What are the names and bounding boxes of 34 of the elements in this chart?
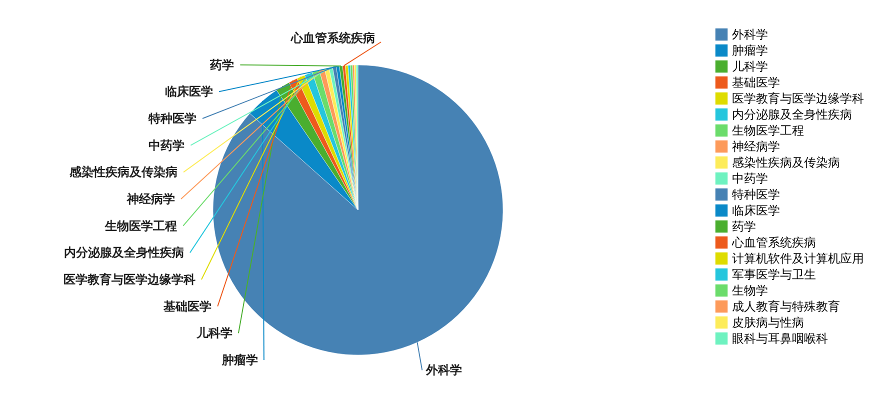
legend-label: 药学 xyxy=(732,220,756,234)
legend-label: 感染性疾病及传染病 xyxy=(732,156,840,170)
text: 心血管系统疾病 xyxy=(290,31,375,45)
legend-label: 基础医学 xyxy=(732,76,780,90)
text: 基础医学 xyxy=(162,299,212,314)
text: 内分泌腺及全身性疾病 xyxy=(64,246,184,260)
legend-label: 军事医学与卫生 xyxy=(732,268,816,282)
text: 生物医学工程 xyxy=(104,218,178,233)
legend-label: 眼科与耳鼻咽喉科 xyxy=(732,332,828,346)
legend-label: 特种医学 xyxy=(732,188,780,202)
text: 肿瘤学 xyxy=(220,353,258,367)
legend-label: 皮肤病与性病 xyxy=(732,316,804,330)
legend-label: 中药学 xyxy=(732,172,768,186)
legend-label: 成人教育与特殊教育 xyxy=(732,300,840,314)
legend-label: 儿科学 xyxy=(732,60,768,74)
legend-label: 外科学 xyxy=(732,28,768,42)
text: 感染性疾病及传染病 xyxy=(68,165,178,180)
text: 医学教育与医学边缘学科 xyxy=(63,272,196,286)
legend-label: 生物学 xyxy=(732,284,768,298)
text: 外科学 xyxy=(425,363,462,378)
legend-label: 内分泌腺及全身性疾病 xyxy=(732,108,852,122)
legend-label: 医学教育与医学边缘学科 xyxy=(732,92,864,106)
legend-label: 临床医学 xyxy=(732,204,780,218)
text: 药学 xyxy=(209,58,234,72)
legend-label: 神经病学 xyxy=(732,140,780,154)
legend-label: 肿瘤学 xyxy=(732,44,768,58)
text: 临床医学 xyxy=(165,84,214,99)
text: 中药学 xyxy=(148,138,185,152)
legend-label: 生物医学工程 xyxy=(732,124,804,138)
text: 特种医学 xyxy=(148,112,197,126)
text: 神经病学 xyxy=(126,192,176,206)
legend-label: 心血管系统疾病 xyxy=(731,236,816,250)
legend-label: 计算机软件及计算机应用 xyxy=(732,252,864,266)
text: 儿科学 xyxy=(195,326,232,340)
